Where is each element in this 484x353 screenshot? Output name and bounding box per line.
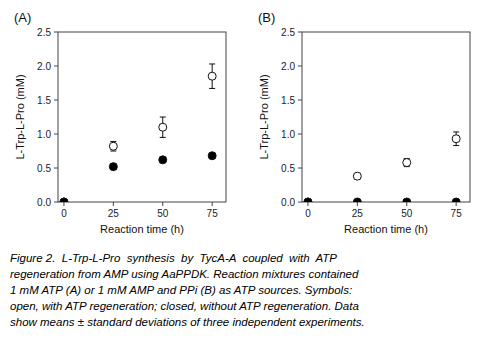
caption-line: Figure 2. L-Trp-L-Pro synthesis by TycA-… <box>10 252 337 264</box>
y-tick-label: 2.0 <box>281 61 295 72</box>
marker <box>109 163 117 171</box>
y-tick <box>54 32 58 33</box>
x-tick-label: 75 <box>451 208 463 219</box>
x-tick-label: 50 <box>157 208 169 219</box>
y-tick <box>298 66 302 67</box>
plot-frame <box>302 32 470 202</box>
caption-line: 1 mM ATP (A) or 1 mM AMP and PPi (B) as … <box>10 284 352 296</box>
panel-label: (A) <box>14 10 31 25</box>
error-cap <box>453 145 459 146</box>
marker <box>304 198 312 202</box>
series <box>60 64 216 202</box>
marker <box>208 152 216 160</box>
figure: 0.0 0.5 1.0 1.5 2.0 2.5 0 25 50 75 Reaction time (… <box>0 0 484 353</box>
x-tick <box>456 202 457 206</box>
background <box>0 0 484 353</box>
marker <box>109 142 117 150</box>
marker <box>60 198 68 202</box>
marker <box>60 198 68 202</box>
error-bar <box>110 141 116 151</box>
error-cap <box>453 131 459 132</box>
marker <box>208 72 216 80</box>
y-tick-label: 2.5 <box>281 27 295 38</box>
y-tick-label: 0.5 <box>281 163 295 174</box>
x-tick <box>113 202 114 206</box>
marker <box>403 159 411 167</box>
y-tick-label: 1.0 <box>281 129 295 140</box>
panel-label: (B) <box>258 10 275 25</box>
marker <box>403 198 411 202</box>
error-cap <box>209 63 215 64</box>
x-tick <box>162 202 163 206</box>
panel: 0.0 0.5 1.0 1.5 2.0 2.5 0 25 50 75 Reaction time (… <box>14 10 226 235</box>
y-tick <box>54 168 58 169</box>
y-tick <box>54 134 58 135</box>
error-bar <box>209 64 215 88</box>
x-tick <box>357 202 358 206</box>
y-tick-label: 2.5 <box>37 27 51 38</box>
y-tick-label: 2.0 <box>37 61 51 72</box>
data-layer <box>304 132 460 202</box>
x-axis-label: Reaction time (h) <box>344 223 428 235</box>
page: {"chart_data": [ {"type": "scatter", "ti… <box>0 0 484 353</box>
x-tick-label: 25 <box>352 208 364 219</box>
x-tick <box>212 202 213 206</box>
x-axis-label: Reaction time (h) <box>100 223 184 235</box>
marker <box>452 135 460 143</box>
caption: Figure 2. L-Trp-L-Pro synthesis by TycA-… <box>10 252 365 328</box>
y-axis-label: L-Trp-L-Pro (mM) <box>258 74 270 159</box>
y-tick <box>298 134 302 135</box>
x-tick-label: 0 <box>61 208 67 219</box>
y-tick-label: 1.5 <box>281 95 295 106</box>
x-tick <box>406 202 407 206</box>
caption-line: regeneration from AMP using AaPPDK. Reac… <box>10 268 359 280</box>
x-tick-label: 0 <box>305 208 311 219</box>
y-tick-label: 1.5 <box>37 95 51 106</box>
x-tick <box>63 202 64 206</box>
series <box>304 132 460 202</box>
y-axis-label: L-Trp-L-Pro (mM) <box>14 74 26 159</box>
x-tick-label: 50 <box>401 208 413 219</box>
error-cap <box>209 88 215 89</box>
error-cap <box>160 137 166 138</box>
y-tick-label: 0.0 <box>281 197 295 208</box>
y-tick <box>298 100 302 101</box>
x-tick <box>307 202 308 206</box>
y-tick <box>298 32 302 33</box>
caption-line: open, with ATP regeneration; closed, wit… <box>10 300 359 312</box>
marker <box>159 156 167 164</box>
y-tick <box>54 100 58 101</box>
x-tick-label: 25 <box>108 208 120 219</box>
x-tick-label: 75 <box>207 208 219 219</box>
y-tick-label: 1.0 <box>37 129 51 140</box>
panel: 0.0 0.5 1.0 1.5 2.0 2.5 0 25 50 75 Reaction time (… <box>258 10 470 235</box>
marker <box>159 123 167 131</box>
marker <box>452 198 460 202</box>
series <box>304 198 460 202</box>
error-cap <box>160 117 166 118</box>
series <box>60 152 216 202</box>
plot-frame <box>58 32 226 202</box>
y-tick <box>298 168 302 169</box>
error-bar <box>404 158 410 166</box>
data-layer <box>60 64 216 202</box>
y-tick <box>54 202 58 203</box>
marker <box>353 172 361 180</box>
error-bar <box>160 117 166 137</box>
marker <box>304 198 312 202</box>
y-tick-label: 0.5 <box>37 163 51 174</box>
marker <box>353 198 361 202</box>
error-bar <box>453 132 459 146</box>
caption-line: show means ± standard deviations of thre… <box>10 316 365 328</box>
y-tick <box>298 202 302 203</box>
y-tick <box>54 66 58 67</box>
y-tick-label: 0.0 <box>37 197 51 208</box>
